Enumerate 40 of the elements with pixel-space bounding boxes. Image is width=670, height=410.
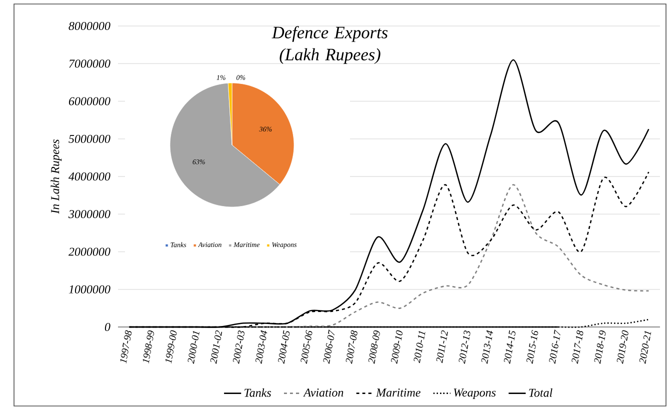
y-tick-label: 8000000 [68,22,110,30]
y-tick-label: 3000000 [68,210,110,218]
x-tick-label: 2016-17 [549,330,560,364]
x-tick-label: 2008-09 [368,330,380,364]
x-tick-label: 1998-99 [142,330,154,364]
legend-label: Maritime [376,388,420,397]
x-tick-label: 2011-12 [436,330,448,364]
x-tick-label: 2004-05 [278,330,290,364]
x-tick-label: 2017-18 [572,330,584,364]
x-tick-label: 2018-19 [594,330,606,364]
x-tick-label: 2015-16 [526,330,538,364]
y-axis-title: In Lakh Rupees [50,140,62,214]
y-tick-label: 5000000 [68,134,110,143]
x-tick-label: 2019-20 [616,330,628,364]
y-tick-label: 0 [104,322,110,332]
x-tick-label: 2006-07 [323,330,335,364]
x-tick-label: 2001-02 [210,330,222,364]
legend-label: Total [529,388,552,397]
text: Defence Exports (Lakh Rupees) [272,26,388,64]
x-tick-label: 1997-98 [120,330,132,364]
y-tick-label: 1000000 [68,285,110,294]
legend-label: Weapons [454,388,496,400]
x-tick-label: 2014-15 [504,330,516,364]
x-tick-label: 2005-06 [300,330,312,364]
x-tick-label: 2003-04 [256,330,268,364]
x-tick-label: 2007-08 [346,330,358,364]
y-tick-label: 7000000 [69,60,110,68]
x-tick-label: 2013-14 [481,330,493,364]
x-tick-label: 2000-01 [188,331,200,364]
x-tick-label: 2012-13 [458,330,470,364]
x-tick-label: 2010-11 [414,331,426,364]
y-tick-label: 6000000 [68,97,110,106]
x-tick-label: 2009-10 [391,330,403,364]
legend-label: Tanks [244,388,271,397]
x-tick-label: 2002-03 [232,330,244,364]
y-tick-label: 2000000 [68,248,110,256]
x-tick-label: 1999-00 [165,330,177,364]
x-tick-label: 2020-21 [639,331,652,364]
legend-label: Aviation [303,388,344,397]
y-tick-label: 4000000 [68,172,110,181]
